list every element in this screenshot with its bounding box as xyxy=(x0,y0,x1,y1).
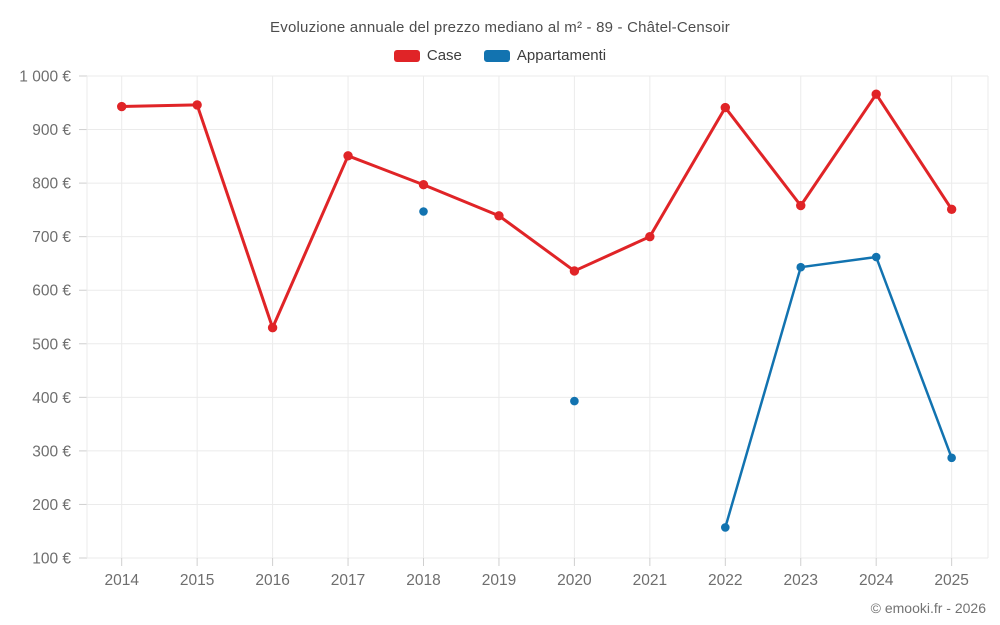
line-segment-case xyxy=(271,154,350,330)
case-series-swatch-icon xyxy=(393,49,420,62)
point-appartamenti-2025[interactable] xyxy=(947,453,956,463)
point-case-2020[interactable] xyxy=(569,266,580,276)
x-axis-label: 2017 xyxy=(331,572,365,589)
x-axis-label: 2025 xyxy=(934,572,968,589)
point-appartamenti-2023[interactable] xyxy=(796,262,806,272)
line-segment-case xyxy=(497,214,576,273)
line-segment-appartamenti xyxy=(874,255,953,460)
x-axis-label: 2021 xyxy=(633,572,667,589)
legend-item-case[interactable]: Case xyxy=(393,47,462,64)
line-segment-case xyxy=(572,235,652,273)
line-segment-appartamenti xyxy=(799,255,878,269)
point-case-2021[interactable] xyxy=(645,231,655,242)
point-case-2023[interactable] xyxy=(796,200,806,211)
point-case-2014[interactable] xyxy=(117,101,127,112)
point-case-2024[interactable] xyxy=(871,89,881,99)
point-case-2015[interactable] xyxy=(192,100,202,110)
y-axis-label: 600 € xyxy=(32,283,71,300)
line-segment-appartamenti xyxy=(724,265,802,529)
line-segment-case xyxy=(120,103,199,109)
point-case-2018[interactable] xyxy=(418,180,429,190)
point-appartamenti-2020[interactable] xyxy=(570,396,579,406)
chart-title: Evoluzione annuale del prezzo mediano al… xyxy=(270,19,730,36)
legend-label-case: Case xyxy=(426,47,462,64)
point-case-2016[interactable] xyxy=(267,323,278,333)
x-axis-label: 2020 xyxy=(557,572,592,589)
x-axis-label: 2024 xyxy=(859,572,894,589)
point-case-2022[interactable] xyxy=(720,102,730,113)
point-case-2017[interactable] xyxy=(343,151,353,161)
x-axis-label: 2018 xyxy=(406,572,440,589)
x-axis-label: 2016 xyxy=(255,572,289,589)
y-axis-label: 700 € xyxy=(32,229,71,246)
legend-item-appartamenti[interactable]: Appartamenti xyxy=(483,47,607,64)
copyright-text: © emooki.fr - 2026 xyxy=(870,600,986,616)
line-segment-case xyxy=(874,92,954,211)
x-axis-label: 2022 xyxy=(708,572,742,589)
appartamenti-series-swatch-icon xyxy=(483,49,510,62)
x-axis-label: 2019 xyxy=(482,572,516,589)
point-appartamenti-2022[interactable] xyxy=(721,523,730,532)
x-axis-label: 2015 xyxy=(180,572,214,589)
y-axis-label: 100 € xyxy=(32,551,71,568)
point-case-2025[interactable] xyxy=(946,204,957,215)
line-segment-case xyxy=(648,106,727,239)
y-axis-label: 500 € xyxy=(32,336,71,353)
y-axis-label: 300 € xyxy=(32,443,71,460)
y-axis-label: 200 € xyxy=(32,497,71,514)
x-axis-label: 2023 xyxy=(784,572,818,589)
legend-label-appartamenti: Appartamenti xyxy=(516,47,607,64)
line-segment-case xyxy=(422,183,501,218)
y-axis-label: 400 € xyxy=(32,390,71,407)
point-appartamenti-2024[interactable] xyxy=(871,252,881,262)
y-axis-label: 900 € xyxy=(32,122,71,139)
point-appartamenti-2018[interactable] xyxy=(419,207,428,216)
y-axis-label: 800 € xyxy=(32,176,71,193)
point-case-2019[interactable] xyxy=(494,211,504,221)
x-axis-label: 2014 xyxy=(104,572,139,589)
line-segment-case xyxy=(799,92,878,208)
y-axis-label: 1 000 € xyxy=(19,69,71,86)
line-segment-case xyxy=(195,103,275,330)
line-segment-case xyxy=(346,154,425,187)
line-segment-case xyxy=(723,106,803,208)
legend: Case Appartamenti xyxy=(0,47,1000,64)
